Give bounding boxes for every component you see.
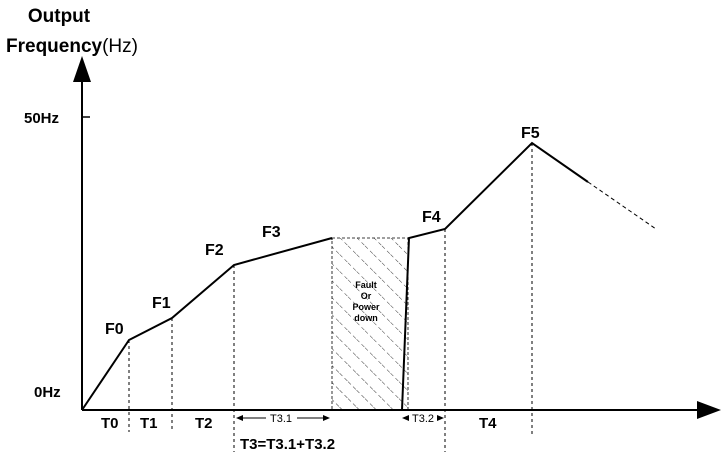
segment-label-t32: T3.2 (412, 413, 434, 425)
point-label-f2: F2 (205, 242, 224, 259)
fault-label-line4: down (354, 313, 378, 323)
tick-label-0hz: 0Hz (34, 384, 61, 401)
point-label-f3: F3 (262, 224, 281, 241)
point-label-f0: F0 (105, 321, 124, 338)
segment-label-t4: T4 (479, 415, 497, 432)
x-axis-arrow-icon (697, 401, 721, 419)
y-axis-title-frequency: Frequency (6, 36, 103, 57)
segment-label-t1: T1 (140, 415, 158, 432)
fault-region (331, 237, 409, 411)
y-axis-title-line2: Frequency(Hz) (6, 36, 138, 57)
y-axis-title-line1: Output (28, 6, 91, 27)
projection-dashed-line (587, 181, 657, 230)
segment-label-t31: T3.1 (270, 413, 292, 425)
tick-label-50hz: 50Hz (24, 110, 59, 127)
segment-label-t2: T2 (195, 415, 213, 432)
fault-label-line3: Power (352, 302, 380, 312)
segment-label-t0: T0 (101, 415, 119, 432)
fault-label-line1: Fault (355, 280, 377, 290)
t31-left-arrow-icon (236, 415, 243, 421)
point-label-f4: F4 (422, 209, 441, 226)
t3-formula: T3=T3.1+T3.2 (240, 436, 335, 453)
t32-right-arrow-icon (437, 415, 444, 421)
t31-right-arrow-icon (323, 415, 330, 421)
y-axis-arrow-icon (73, 56, 91, 82)
point-label-f1: F1 (152, 295, 171, 312)
t32-left-arrow-icon (402, 415, 409, 421)
y-axis-title-unit: (Hz) (102, 36, 138, 57)
point-label-f5: F5 (521, 125, 540, 142)
fault-label-line2: Or (361, 291, 372, 301)
recovery-curve (401, 141, 589, 411)
